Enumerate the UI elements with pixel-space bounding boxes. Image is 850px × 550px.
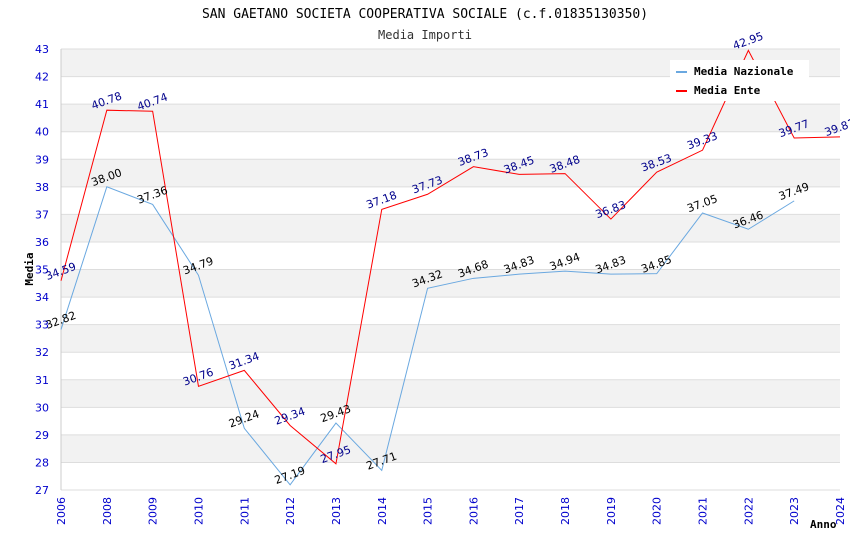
x-tick-label: 2019 — [605, 497, 618, 525]
x-tick-label: 2014 — [376, 497, 389, 525]
y-tick-label: 31 — [35, 374, 49, 387]
y-tick-label: 27 — [35, 484, 49, 497]
chart-subtitle: Media Importi — [378, 28, 472, 42]
x-axis-title: Anno — [810, 518, 837, 531]
y-tick-label: 41 — [35, 98, 49, 111]
grid-bands — [61, 49, 840, 490]
y-tick-label: 36 — [35, 236, 49, 249]
y-tick-label: 38 — [35, 181, 49, 194]
y-tick-label: 29 — [35, 429, 49, 442]
grid-band — [61, 379, 840, 408]
legend-label-media-ente: Media Ente — [694, 84, 761, 97]
grid-lines — [60, 48, 840, 491]
x-tick-label: 2011 — [238, 497, 251, 525]
x-tick-label: 2017 — [513, 497, 526, 525]
x-tick-label: 2010 — [192, 497, 205, 525]
grid-band — [61, 159, 840, 187]
grid-band — [61, 462, 840, 490]
legend-label-media-nazionale: Media Nazionale — [694, 65, 794, 78]
grid-band — [61, 241, 840, 270]
x-axis-ticks: 2006 2008 2009 2010 2011 2012 2013 2014 2015 2016… — [55, 497, 847, 525]
x-tick-label: 2022 — [742, 497, 755, 525]
grid-band — [61, 186, 840, 215]
x-tick-label: 2018 — [559, 497, 572, 525]
grid-band — [61, 434, 840, 463]
grid-band — [61, 324, 840, 353]
x-tick-label: 2009 — [147, 497, 160, 525]
x-tick-label: 2023 — [788, 497, 801, 525]
y-tick-label: 34 — [35, 291, 49, 304]
y-axis-ticks: 27 28 29 30 31 32 33 34 35 36 37 38 39 40 41 42 43 — [35, 43, 49, 497]
x-tick-label: 2012 — [284, 497, 297, 525]
y-tick-label: 37 — [35, 208, 49, 221]
y-tick-label: 40 — [35, 126, 49, 139]
series-line-media-nazionale — [60, 186, 795, 486]
y-tick-label: 42 — [35, 71, 49, 84]
grid-band — [61, 407, 840, 435]
grid-band — [61, 297, 840, 325]
y-tick-label: 30 — [35, 401, 49, 414]
y-tick-label: 43 — [35, 43, 49, 56]
x-tick-label: 2024 — [834, 497, 847, 525]
legend-box — [670, 60, 809, 101]
x-tick-label: 2006 — [55, 497, 68, 525]
grid-band — [61, 352, 840, 380]
y-tick-label: 35 — [35, 264, 49, 277]
x-tick-label: 2013 — [330, 497, 343, 525]
x-tick-label: 2020 — [651, 497, 664, 525]
grid-band — [61, 214, 840, 242]
x-tick-label: 2008 — [101, 497, 114, 525]
series-lines — [60, 49, 841, 486]
legend: Media Nazionale Media Ente — [670, 60, 809, 101]
x-tick-label: 2015 — [422, 497, 435, 525]
grid-band — [61, 104, 840, 132]
chart-title: SAN GAETANO SOCIETA COOPERATIVA SOCIALE … — [202, 7, 648, 22]
y-axis-title: Media — [23, 252, 36, 285]
y-tick-label: 33 — [35, 319, 49, 332]
y-tick-label: 39 — [35, 153, 49, 166]
grid-band — [61, 131, 840, 160]
series-line-media-ente — [60, 49, 841, 465]
y-tick-label: 32 — [35, 346, 49, 359]
x-tick-label: 2016 — [467, 497, 480, 525]
x-tick-label: 2021 — [697, 497, 710, 525]
y-tick-label: 28 — [35, 456, 49, 469]
